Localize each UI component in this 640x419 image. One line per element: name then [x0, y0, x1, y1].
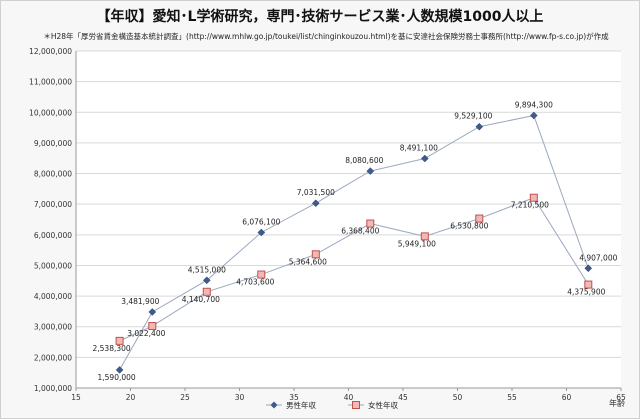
- legend-label: 女性年収: [368, 400, 398, 410]
- male-data-label: 7,031,500: [297, 188, 335, 197]
- female-data-label: 5,364,600: [289, 257, 327, 266]
- male-data-label: 9,529,100: [454, 112, 492, 121]
- series-line-2: [119, 197, 589, 342]
- female-data-label: 4,375,900: [567, 288, 605, 297]
- x-tick-label: 25: [180, 393, 190, 402]
- series-line-1: [119, 114, 589, 371]
- male-point: [420, 154, 429, 163]
- female-point: [257, 270, 266, 279]
- female-data-label: 7,210,500: [511, 201, 549, 210]
- x-tick-label: 50: [453, 393, 463, 402]
- x-tick-label: 30: [235, 393, 245, 402]
- legend-marker-female: [352, 401, 360, 409]
- plot-area: [76, 51, 621, 388]
- y-tick-label: 6,000,000: [34, 231, 72, 240]
- y-tick-label: 3,000,000: [34, 323, 72, 332]
- y-tick-label: 7,000,000: [34, 200, 72, 209]
- male-data-label: 3,481,900: [121, 297, 159, 306]
- male-data-label: 4,907,000: [579, 253, 617, 262]
- chart-subtitle: ＊H28年「厚労省賃金構造基本統計調査」(http://www.mhlw.go.…: [43, 31, 609, 41]
- female-point: [584, 280, 593, 289]
- female-data-label: 4,703,600: [236, 278, 274, 287]
- x-tick-label: 45: [398, 393, 408, 402]
- x-tick-label: 20: [126, 393, 136, 402]
- male-data-label: 8,491,100: [400, 143, 438, 152]
- y-tick-label: 10,000,000: [29, 108, 72, 117]
- male-data-label: 9,894,300: [515, 101, 553, 110]
- y-tick-label: 9,000,000: [34, 139, 72, 148]
- male-point: [148, 308, 157, 316]
- male-point: [311, 199, 320, 208]
- female-point: [529, 193, 538, 202]
- female-point: [148, 322, 157, 331]
- x-tick-label: 55: [507, 393, 517, 402]
- y-tick-label: 1,000,000: [34, 384, 72, 393]
- y-tick-label: 12,000,000: [29, 47, 72, 56]
- female-data-label: 5,949,100: [398, 239, 436, 248]
- male-data-label: 6,076,100: [242, 217, 280, 226]
- male-data-label: 8,080,600: [345, 156, 383, 165]
- female-data-label: 4,140,700: [182, 295, 220, 304]
- x-tick-label: 15: [71, 393, 81, 402]
- male-data-label: 4,515,000: [188, 265, 226, 274]
- female-point: [475, 214, 484, 223]
- x-tick-label: 35: [289, 393, 299, 402]
- female-data-label: 3,022,400: [127, 329, 165, 338]
- female-data-label: 6,368,400: [341, 227, 379, 236]
- male-point: [366, 167, 375, 175]
- y-tick-label: 8,000,000: [34, 170, 72, 179]
- female-data-label: 6,530,800: [450, 222, 488, 231]
- male-point: [115, 366, 124, 374]
- male-point: [257, 228, 266, 237]
- x-tick-label: 40: [344, 393, 354, 402]
- male-point: [202, 276, 211, 285]
- male-point: [529, 111, 538, 120]
- x-axis-title: 年齢: [609, 398, 625, 408]
- y-tick-label: 2,000,000: [34, 353, 72, 362]
- male-point: [584, 264, 593, 273]
- y-tick-label: 5,000,000: [34, 261, 72, 270]
- female-point: [311, 250, 320, 259]
- legend-marker-male: [270, 401, 278, 409]
- y-tick-label: 11,000,000: [29, 78, 72, 87]
- male-data-label: 1,590,000: [98, 373, 136, 382]
- x-tick-label: 65: [616, 393, 626, 402]
- female-point: [115, 336, 124, 345]
- x-tick-label: 60: [562, 393, 572, 402]
- chart-title: 【年収】愛知･L学術研究，専門･技術サービス業･人数規模1000人以上: [97, 8, 544, 25]
- female-point: [202, 287, 211, 296]
- female-point: [366, 219, 375, 228]
- female-point: [420, 232, 429, 241]
- legend-label: 男性年収: [286, 400, 316, 410]
- y-tick-label: 4,000,000: [34, 292, 72, 301]
- male-point: [475, 122, 484, 131]
- female-data-label: 2,538,300: [93, 344, 131, 353]
